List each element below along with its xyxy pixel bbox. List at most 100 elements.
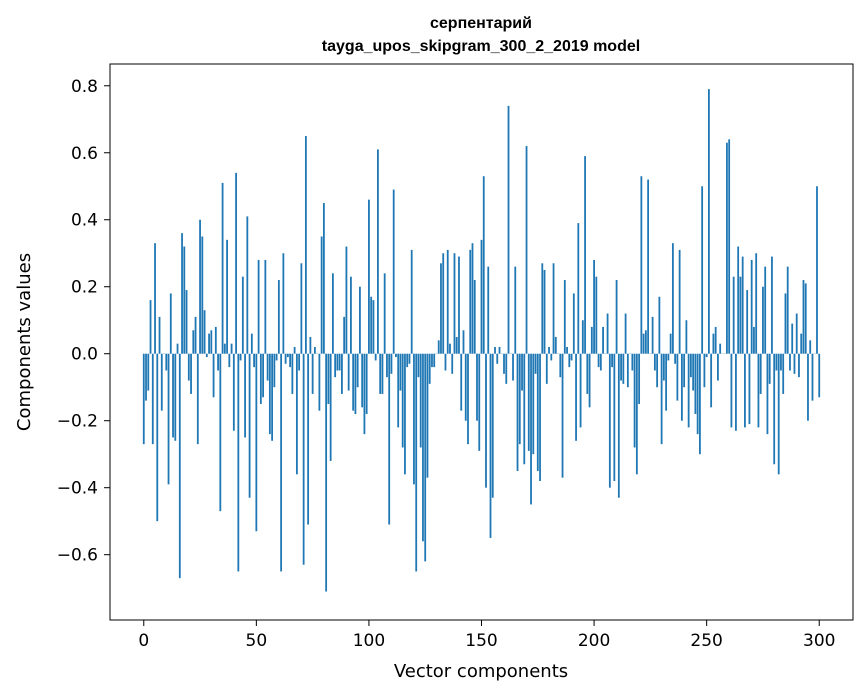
bar-component-126 — [426, 353, 429, 478]
bar-component-52 — [259, 353, 262, 404]
bar-component-249 — [703, 353, 706, 388]
bar-component-222 — [642, 333, 645, 354]
bar-component-228 — [656, 353, 659, 388]
bar-component-286 — [786, 266, 789, 354]
bar-component-288 — [791, 323, 794, 354]
bar-component-135 — [446, 249, 449, 354]
bar-component-214 — [624, 313, 627, 354]
y-tick-label: 0.8 — [71, 77, 98, 97]
bar-component-18 — [183, 246, 186, 354]
bar-component-210 — [615, 280, 618, 354]
bar-component-256 — [719, 343, 722, 354]
bar-component-181 — [550, 353, 553, 361]
bar-component-269 — [748, 353, 751, 425]
bar-component-251 — [708, 89, 710, 354]
bar-component-180 — [548, 347, 550, 354]
bar-component-117 — [406, 353, 409, 368]
bar-component-65 — [289, 353, 292, 368]
bar-component-290 — [795, 313, 798, 354]
bar-component-254 — [714, 326, 717, 354]
bar-component-57 — [271, 353, 274, 441]
bar-component-74 — [309, 336, 312, 354]
bar-component-69 — [298, 353, 301, 371]
bar-component-115 — [401, 353, 404, 448]
bar-component-19 — [185, 290, 188, 354]
bar-component-83 — [329, 353, 332, 461]
bar-component-294 — [804, 283, 807, 354]
bar-component-96 — [359, 286, 361, 354]
bar-component-264 — [737, 246, 740, 354]
y-tick-label: 0.2 — [71, 278, 98, 298]
bar-component-24 — [196, 353, 199, 445]
bar-component-3 — [149, 300, 152, 354]
bar-component-59 — [275, 353, 278, 361]
bar-component-172 — [530, 353, 532, 505]
bar-component-89 — [343, 316, 346, 354]
bar-component-278 — [768, 353, 771, 384]
bar-component-213 — [622, 353, 625, 384]
bar-component-291 — [798, 353, 800, 378]
bar-component-234 — [669, 333, 672, 354]
bar-component-252 — [710, 353, 713, 408]
bar-component-95 — [356, 353, 359, 388]
bar-component-224 — [647, 179, 650, 354]
bar-component-297 — [811, 353, 814, 401]
bar-component-151 — [482, 176, 485, 354]
bar-component-27 — [203, 310, 206, 354]
bar-component-2 — [147, 353, 150, 391]
bar-component-56 — [268, 353, 271, 435]
bar-component-98 — [363, 353, 366, 435]
bar-component-235 — [671, 243, 674, 354]
bar-component-273 — [757, 353, 760, 428]
bar-component-188 — [566, 347, 568, 354]
bar-component-200 — [593, 259, 595, 354]
bar-component-4 — [151, 353, 154, 445]
bar-component-261 — [730, 353, 733, 428]
bar-component-131 — [437, 340, 440, 354]
bar-component-153 — [487, 266, 490, 354]
bar-component-109 — [388, 353, 391, 525]
bar-component-145 — [469, 249, 472, 354]
y-tick-label: 0.0 — [71, 345, 98, 365]
bar-component-215 — [626, 353, 629, 388]
bar-component-108 — [386, 353, 388, 378]
bar-component-148 — [476, 353, 478, 421]
bar-component-158 — [498, 347, 501, 354]
bar-component-218 — [633, 353, 636, 448]
bar-component-6 — [156, 353, 159, 522]
bar-component-93 — [352, 353, 355, 411]
bar-component-244 — [692, 353, 695, 391]
bar-component-217 — [631, 353, 634, 371]
bar-component-62 — [282, 253, 285, 354]
bar-component-37 — [226, 239, 228, 354]
bars-group — [142, 89, 821, 592]
bar-component-144 — [467, 353, 469, 445]
bar-component-255 — [717, 353, 719, 381]
bar-component-91 — [347, 353, 350, 391]
bar-component-233 — [667, 353, 670, 361]
bar-component-139 — [455, 336, 458, 354]
bar-component-300 — [818, 353, 821, 398]
bar-component-275 — [762, 286, 764, 354]
bar-component-68 — [295, 353, 298, 475]
bar-component-64 — [286, 353, 289, 358]
bar-component-271 — [753, 326, 755, 354]
bar-component-110 — [390, 353, 393, 374]
bar-component-140 — [458, 256, 460, 354]
bar-component-17 — [181, 233, 183, 354]
bar-component-38 — [228, 353, 231, 368]
y-axis: −0.6 −0.4 −0.2 0.0 0.2 0.4 0.6 0.8 — [57, 77, 110, 566]
bar-component-35 — [221, 182, 224, 354]
bar-component-239 — [680, 353, 683, 421]
bar-component-201 — [595, 276, 598, 354]
bar-component-97 — [361, 353, 364, 408]
bar-component-82 — [327, 353, 330, 404]
bar-component-30 — [210, 330, 213, 354]
bar-component-197 — [586, 353, 589, 394]
bar-component-123 — [419, 353, 422, 448]
bar-component-138 — [453, 253, 456, 354]
bar-component-120 — [413, 353, 415, 485]
bar-component-116 — [404, 353, 406, 475]
bar-component-76 — [313, 347, 316, 354]
bar-component-167 — [518, 353, 521, 445]
